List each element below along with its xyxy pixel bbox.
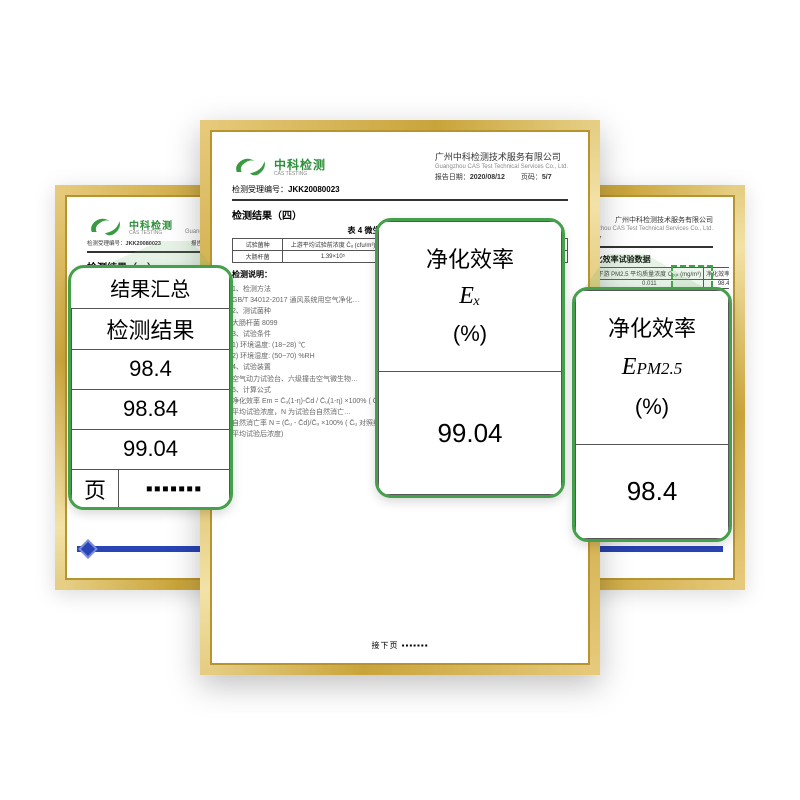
- cas-logo-icon: [87, 215, 123, 237]
- mag-center-table: 净化效率 Eₓ (%) 99.04: [378, 221, 562, 495]
- mag-left-v2: 98.84: [72, 389, 230, 429]
- mag-left-table: 结果汇总 检测结果 98.4 98.84 99.04 页 ▪▪▪▪▪▪▪: [71, 268, 230, 509]
- mag-right-table: 净化效率 EPM2.5 (%) 98.4: [575, 290, 729, 539]
- mag-left-header: 检测结果: [72, 308, 230, 349]
- mag-right-value: 98.4: [576, 444, 729, 538]
- mag-right-header: 净化效率 EPM2.5 (%): [576, 291, 729, 445]
- divider-c: [232, 199, 568, 201]
- mag-left-br: ▪▪▪▪▪▪▪: [119, 470, 229, 510]
- brand-cn-c: 中科检测: [274, 156, 326, 173]
- footer-center: 接下页 ▪▪▪▪▪▪▪: [216, 640, 584, 651]
- company-cn-c: 广州中科检测技术服务有限公司: [435, 150, 568, 163]
- mag-left-v1: 98.4: [72, 349, 230, 389]
- cas-logo-icon-c: [232, 155, 268, 177]
- mag-left-bl: 页: [72, 470, 119, 510]
- mag-center-header: 净化效率 Eₓ (%): [379, 222, 562, 372]
- magnifier-center: 净化效率 Eₓ (%) 99.04: [375, 218, 565, 498]
- meta-center: 报告日期：2020/08/12 页码：5/7: [435, 172, 568, 182]
- magnifier-right: 净化效率 EPM2.5 (%) 98.4: [572, 287, 732, 542]
- mag-left-v3: 99.04: [72, 429, 230, 469]
- blue-diamond-icon: [78, 539, 98, 559]
- accept-line: 检测受理编号：JKK20080023: [232, 184, 568, 195]
- mag-left-corner: 结果汇总: [72, 268, 230, 308]
- magnifier-left: 结果汇总 检测结果 98.4 98.84 99.04 页 ▪▪▪▪▪▪▪: [68, 265, 233, 510]
- company-en-c: Guangzhou CAS Test Technical Services Co…: [435, 164, 568, 170]
- mag-center-value: 99.04: [379, 372, 562, 495]
- header-center: 中科检测 CAS TESTING 广州中科检测技术服务有限公司 Guangzho…: [232, 150, 568, 182]
